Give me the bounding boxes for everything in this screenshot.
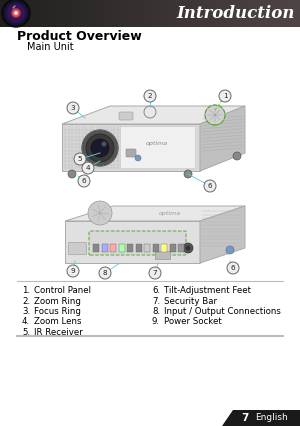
Circle shape: [205, 105, 225, 125]
Circle shape: [4, 1, 28, 25]
Bar: [127, 244, 133, 252]
Bar: [118, 244, 124, 252]
Circle shape: [149, 267, 161, 279]
Text: 4.: 4.: [22, 317, 30, 326]
Bar: [68, 242, 86, 254]
Circle shape: [183, 243, 193, 253]
Polygon shape: [62, 106, 245, 124]
Text: 7.: 7.: [152, 296, 160, 305]
Bar: [144, 244, 150, 252]
Circle shape: [185, 245, 190, 250]
Text: IR Receiver: IR Receiver: [34, 328, 83, 337]
Text: 9.: 9.: [152, 317, 160, 326]
Text: 8.: 8.: [152, 307, 160, 316]
Text: 9: 9: [71, 268, 75, 274]
Circle shape: [10, 7, 22, 19]
Bar: [101, 244, 107, 252]
Text: Tilt-Adjustment Feet: Tilt-Adjustment Feet: [164, 286, 251, 295]
Text: 1.: 1.: [22, 286, 30, 295]
Circle shape: [2, 0, 30, 27]
Circle shape: [82, 130, 118, 166]
Text: Security Bar: Security Bar: [164, 296, 217, 305]
Circle shape: [82, 162, 94, 174]
Text: 4: 4: [86, 165, 90, 171]
Circle shape: [226, 246, 234, 254]
Circle shape: [74, 153, 86, 165]
FancyBboxPatch shape: [126, 149, 136, 157]
Text: optima: optima: [159, 210, 181, 216]
Circle shape: [6, 3, 26, 23]
Text: Zoom Lens: Zoom Lens: [34, 317, 82, 326]
Text: English: English: [256, 414, 288, 423]
Bar: [152, 244, 158, 252]
Circle shape: [68, 170, 76, 178]
Text: 6: 6: [82, 178, 86, 184]
Circle shape: [227, 262, 239, 274]
Bar: [161, 244, 167, 252]
Circle shape: [12, 9, 20, 17]
FancyBboxPatch shape: [119, 112, 133, 120]
Circle shape: [86, 134, 114, 162]
Text: Power Socket: Power Socket: [164, 317, 222, 326]
Polygon shape: [200, 206, 245, 263]
Polygon shape: [222, 410, 300, 426]
Bar: [110, 244, 116, 252]
Bar: [169, 244, 175, 252]
Bar: [93, 244, 99, 252]
Text: Introduction: Introduction: [176, 5, 295, 22]
Text: Main Unit: Main Unit: [27, 42, 74, 52]
Polygon shape: [65, 206, 245, 221]
Circle shape: [15, 12, 17, 14]
Text: 6: 6: [231, 265, 235, 271]
Text: 8: 8: [103, 270, 107, 276]
Circle shape: [144, 90, 156, 102]
Text: Product Overview: Product Overview: [17, 30, 142, 43]
Text: 5.: 5.: [22, 328, 30, 337]
Circle shape: [78, 175, 90, 187]
Circle shape: [8, 5, 24, 21]
Text: optima: optima: [146, 141, 168, 146]
Text: 3.: 3.: [22, 307, 30, 316]
Text: 6: 6: [208, 183, 212, 189]
Polygon shape: [65, 221, 200, 263]
Text: Control Panel: Control Panel: [34, 286, 91, 295]
Bar: [178, 244, 184, 252]
Text: 2: 2: [148, 93, 152, 99]
Circle shape: [101, 141, 106, 147]
Text: 7: 7: [241, 413, 249, 423]
Text: 6.: 6.: [152, 286, 160, 295]
Text: Zoom Ring: Zoom Ring: [34, 296, 81, 305]
Circle shape: [184, 170, 192, 178]
Polygon shape: [120, 126, 195, 168]
Text: 5: 5: [78, 156, 82, 162]
Circle shape: [99, 267, 111, 279]
Circle shape: [91, 139, 109, 157]
Text: Input / Output Connections: Input / Output Connections: [164, 307, 281, 316]
Text: 7: 7: [153, 270, 157, 276]
Polygon shape: [200, 106, 245, 171]
Bar: [155, 251, 170, 259]
Polygon shape: [62, 124, 200, 171]
Circle shape: [88, 201, 112, 225]
Circle shape: [204, 180, 216, 192]
Circle shape: [14, 11, 19, 15]
Circle shape: [67, 265, 79, 277]
Text: 1: 1: [223, 93, 227, 99]
Circle shape: [233, 152, 241, 160]
FancyBboxPatch shape: [89, 231, 186, 255]
Text: Focus Ring: Focus Ring: [34, 307, 81, 316]
Circle shape: [219, 90, 231, 102]
Text: 2.: 2.: [22, 296, 30, 305]
Circle shape: [67, 102, 79, 114]
Text: 3: 3: [71, 105, 75, 111]
Bar: [136, 244, 142, 252]
Circle shape: [135, 155, 141, 161]
